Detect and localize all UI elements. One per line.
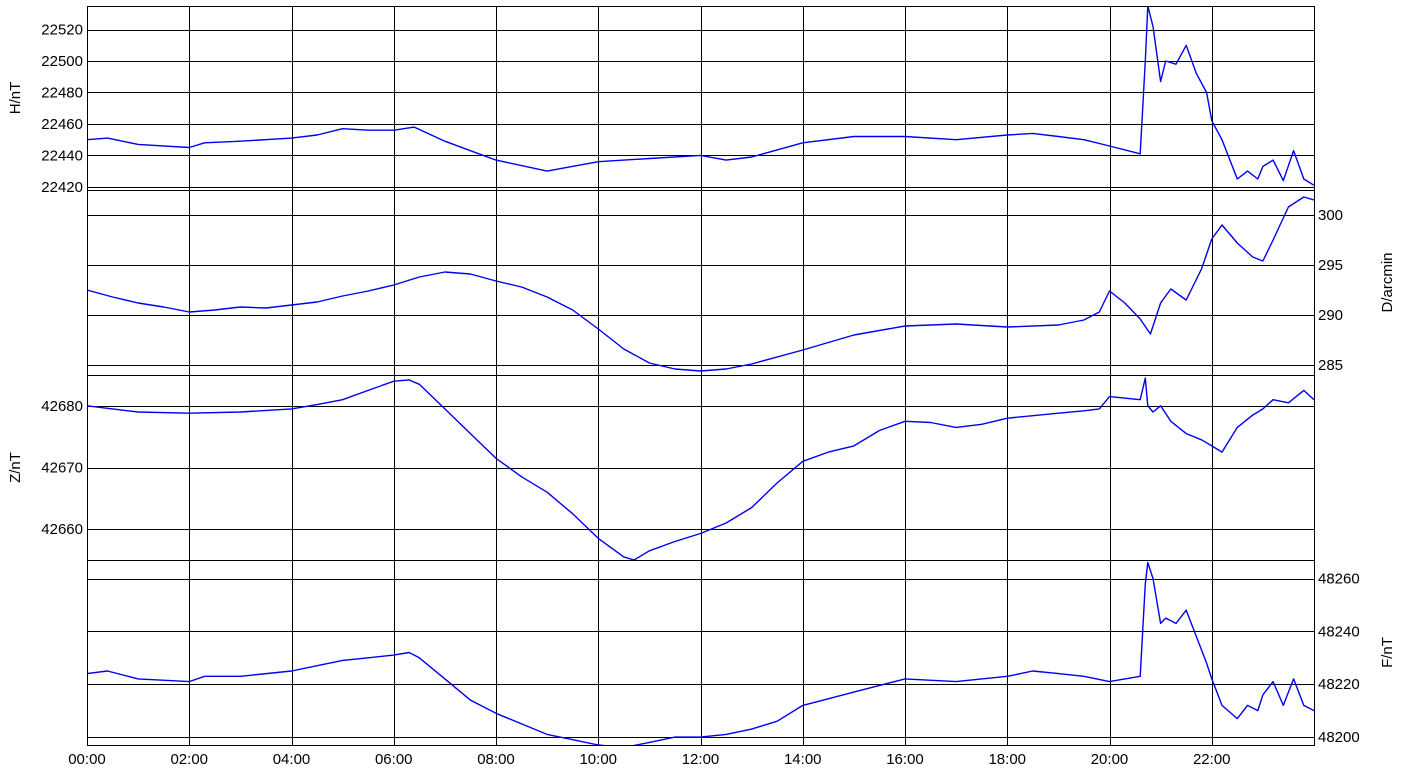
x-tick-label: 20:00 [1091,751,1129,768]
y-tick-label-f: 48200 [1318,729,1360,746]
x-tick-label: 18:00 [988,751,1026,768]
y-tick-label-h: 22480 [41,84,83,101]
y-tick-label-d: 285 [1318,357,1343,374]
y-tick-label-d: 295 [1318,257,1343,274]
series-line-f [87,561,1314,745]
y-tick-label-z: 42660 [41,521,83,538]
x-tick-label: 16:00 [886,751,924,768]
x-tick-label: 22:00 [1193,751,1231,768]
y-tick-label-d: 300 [1318,207,1343,224]
x-tick-label: 02:00 [170,751,208,768]
series-line-z [87,377,1314,560]
x-tick-label: 10:00 [579,751,617,768]
y-tick-label-z: 42670 [41,460,83,477]
y-tick-label-d: 290 [1318,307,1343,324]
x-tick-label: 00:00 [68,751,106,768]
trace-layer [87,6,1314,745]
y-tick-label-h: 22440 [41,147,83,164]
y-tick-label-f: 48220 [1318,676,1360,693]
x-tick-label: 12:00 [682,751,720,768]
x-tick-label: 06:00 [375,751,413,768]
y-tick-label-h: 22420 [41,179,83,196]
y-tick-label-h: 22500 [41,53,83,70]
label-layer: 00:00 02:00 04:00 06:00 08:00 10:00 12:00 14:00… [7,22,1396,768]
y-axis-label-f: F/nT [1379,637,1396,668]
y-tick-label-z: 42680 [41,398,83,415]
y-tick-label-f: 48240 [1318,623,1360,640]
y-axis-label-d: D/arcmin [1379,252,1396,312]
y-tick-label-h: 22460 [41,116,83,133]
x-tick-label: 08:00 [477,751,515,768]
y-axis-label-z: Z/nT [7,452,24,483]
y-tick-label-h: 22520 [41,22,83,39]
y-axis-label-h: H/nT [7,82,24,115]
y-tick-label-f: 48260 [1318,571,1360,588]
x-tick-label: 14:00 [784,751,822,768]
panel-frame-f [86,559,1316,747]
frame-layer [86,5,1316,747]
x-tick-label: 04:00 [273,751,311,768]
series-line-h [87,6,1314,186]
series-line-d [87,196,1314,372]
